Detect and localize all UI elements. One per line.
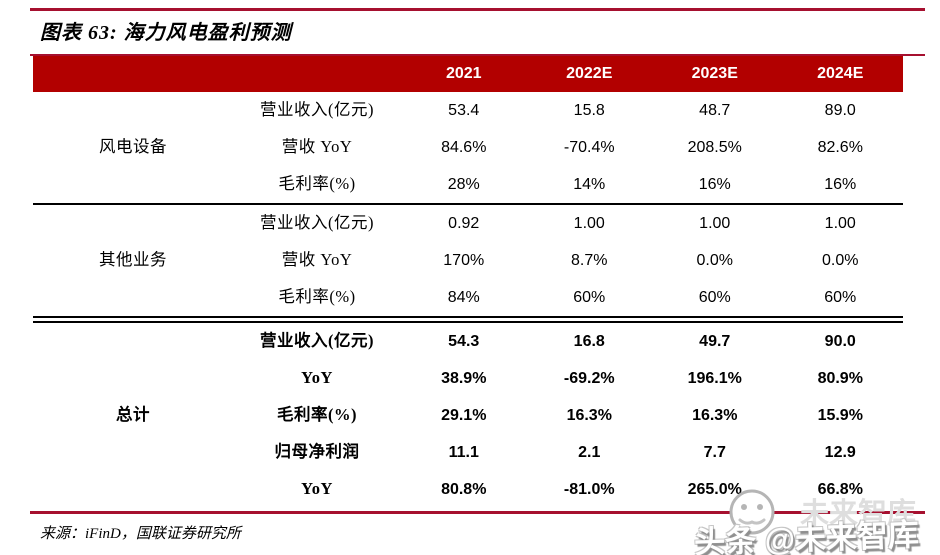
table-header-row: 2021 2022E 2023E 2024E <box>33 56 903 92</box>
column-header-2022E: 2022E <box>566 65 613 82</box>
cell-value: 16.8 <box>573 332 605 350</box>
cell-value: 12.9 <box>824 443 856 461</box>
cell-value: 0.92 <box>448 214 480 232</box>
cell-value: 66.8% <box>817 480 863 498</box>
cell-value: 0.0% <box>822 251 859 269</box>
row-label: 营收 YoY <box>281 137 353 157</box>
cell-value: 49.7 <box>699 332 731 350</box>
table-body: 风电设备 营业收入(亿元) 53.4 15.8 48.7 89.0 营收 YoY 84.6% -… <box>33 92 903 508</box>
cell-value: 14% <box>573 175 606 193</box>
cell-value: 1.00 <box>824 214 856 232</box>
cell-value: 1.00 <box>573 214 605 232</box>
column-header-2024E: 2024E <box>817 65 864 82</box>
cell-value: 60% <box>573 288 606 306</box>
cell-value: 16% <box>824 175 857 193</box>
source-note: 来源：iFinD，国联证券研究所 <box>40 526 241 542</box>
figure-title: 图表 63: 海力风电盈利预测 <box>40 22 292 44</box>
row-label: 营收 YoY <box>281 250 353 270</box>
cell-value: 16% <box>698 175 731 193</box>
bottom-rule <box>30 511 925 514</box>
cell-value: 80.9% <box>817 369 863 387</box>
cell-value: 60% <box>824 288 857 306</box>
row-label: 营业收入(亿元) <box>260 331 374 351</box>
row-label: 营业收入(亿元) <box>260 100 374 120</box>
cell-value: 7.7 <box>703 443 726 461</box>
cell-value: 170% <box>443 251 485 269</box>
cell-value: 8.7% <box>571 251 608 269</box>
watermark-ghost-text: 未来智库 <box>800 498 917 530</box>
cell-value: 15.8 <box>573 101 605 119</box>
cell-value: 208.5% <box>687 138 742 156</box>
top-rule <box>30 8 925 11</box>
table-section-0: 风电设备 营业收入(亿元) 53.4 15.8 48.7 89.0 营收 YoY 84.6% -… <box>33 92 903 205</box>
cell-value: 80.8% <box>441 480 487 498</box>
cell-value: 196.1% <box>687 369 742 387</box>
cell-value: 89.0 <box>824 101 856 119</box>
cell-value: 90.0 <box>824 332 856 350</box>
cell-value: 38.9% <box>441 369 487 387</box>
row-label: YoY <box>301 479 333 499</box>
cell-value: 16.3% <box>566 406 612 424</box>
cell-value: -69.2% <box>563 369 615 387</box>
cell-value: 16.3% <box>692 406 738 424</box>
cell-value: 54.3 <box>448 332 480 350</box>
cell-value: 48.7 <box>699 101 731 119</box>
cell-value: 28% <box>447 175 480 193</box>
row-label: 毛利率(%) <box>278 287 356 307</box>
cell-value: 53.4 <box>448 101 480 119</box>
cell-value: 0.0% <box>696 251 733 269</box>
column-header-2021: 2021 <box>445 65 482 82</box>
cell-value: 82.6% <box>817 138 863 156</box>
cell-value: 1.00 <box>699 214 731 232</box>
cell-value: 2.1 <box>578 443 601 461</box>
group-label: 风电设备 <box>99 137 167 157</box>
cell-value: 11.1 <box>448 443 479 461</box>
row-label: YoY <box>301 368 333 388</box>
forecast-table: 2021 2022E 2023E 2024E 风电设备 营业收入(亿元) 53.4 15.8… <box>30 54 925 508</box>
watermark-logo-icon <box>729 489 775 535</box>
row-label: 毛利率(%) <box>277 405 357 425</box>
row-label: 营业收入(亿元) <box>260 213 374 233</box>
cell-value: 29.1% <box>441 406 487 424</box>
group-label: 总计 <box>116 405 150 425</box>
cell-value: -81.0% <box>563 480 615 498</box>
table-section-1: 其他业务 营业收入(亿元) 0.92 1.00 1.00 1.00 营收 YoY 170% 8.… <box>33 205 903 323</box>
row-label: 毛利率(%) <box>278 174 356 194</box>
cell-value: 60% <box>698 288 731 306</box>
group-label: 其他业务 <box>99 250 167 270</box>
cell-value: 15.9% <box>817 406 863 424</box>
header-top-rule <box>30 54 925 56</box>
cell-value: -70.4% <box>563 138 615 156</box>
column-header-2023E: 2023E <box>691 65 738 82</box>
cell-value: 265.0% <box>687 480 742 498</box>
cell-value: 84.6% <box>441 138 487 156</box>
row-label: 归母净利润 <box>274 442 360 462</box>
watermark-text: 头条 @未来智库 <box>693 517 920 555</box>
table-section-2: 总计 营业收入(亿元) 54.3 16.8 49.7 90.0 YoY 38.9% -69.2%… <box>33 323 903 508</box>
cell-value: 84% <box>447 288 480 306</box>
